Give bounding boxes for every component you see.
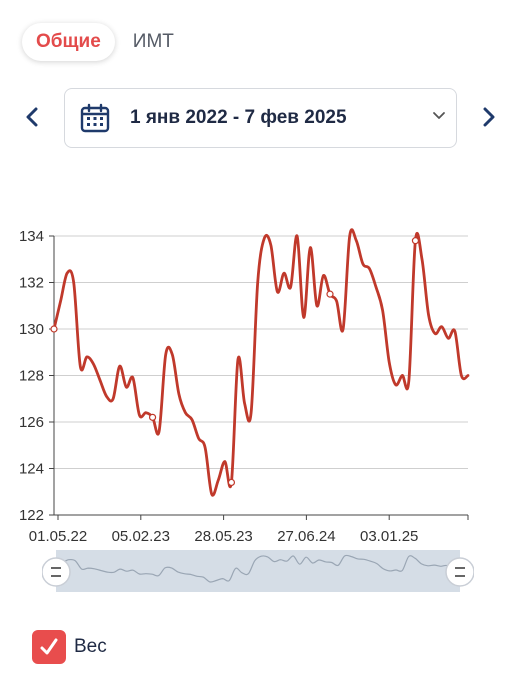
brush-handle-right[interactable] (445, 557, 474, 587)
x-tick-label: 03.01.25 (360, 528, 418, 545)
y-tick-label: 128 (19, 368, 44, 385)
chevron-left-icon (26, 107, 38, 127)
next-period-button[interactable] (474, 102, 504, 132)
y-tick-label: 132 (19, 275, 44, 292)
x-tick-label: 27.06.24 (277, 528, 335, 545)
x-axis: 01.05.22 05.02.23 28.05.23 27.06.24 03.01.25 (29, 514, 469, 545)
chevron-down-icon (433, 112, 445, 119)
x-tick-label: 28.05.23 (194, 528, 252, 545)
date-range-label: 1 янв 2022 - 7 фев 2025 (130, 107, 347, 128)
data-point[interactable] (227, 478, 236, 487)
prev-period-button[interactable] (17, 102, 47, 132)
calendar-icon (80, 103, 110, 133)
data-point[interactable] (411, 237, 420, 245)
data-point[interactable] (148, 413, 157, 421)
y-tick-label: 122 (19, 507, 44, 524)
data-point[interactable] (326, 290, 334, 298)
date-range-row: 1 янв 2022 - 7 фев 2025 (0, 88, 521, 148)
chart-points (50, 237, 420, 487)
y-tick-label: 126 (19, 414, 44, 431)
data-point[interactable] (50, 325, 58, 333)
y-tick-label: 130 (19, 321, 44, 338)
legend-weight[interactable]: Вес (32, 630, 107, 664)
range-brush[interactable] (42, 548, 474, 594)
checkmark-icon (40, 638, 58, 655)
tab-bmi[interactable]: ИМТ (132, 31, 174, 52)
brush-handle-left[interactable] (42, 557, 71, 587)
chevron-right-icon (483, 107, 495, 127)
y-tick-label: 134 (19, 228, 44, 245)
weight-chart: 122 124 126 128 130 132 134 01.05.22 05.02.23 28… (19, 228, 470, 545)
brush-mini-line (55, 554, 461, 583)
y-tick-label: 124 (19, 461, 44, 478)
tab-general[interactable]: Общие (22, 23, 115, 61)
weight-checkbox[interactable] (32, 630, 66, 664)
y-axis: 122 124 126 128 130 132 134 (19, 228, 55, 524)
legend-label: Вес (74, 636, 107, 657)
date-range-picker[interactable]: 1 янв 2022 - 7 фев 2025 (64, 88, 457, 148)
x-tick-label: 05.02.23 (112, 528, 170, 545)
tab-bar: Общие ИМТ (22, 22, 174, 62)
weight-series-line (52, 228, 470, 497)
x-tick-label: 01.05.22 (29, 528, 87, 545)
